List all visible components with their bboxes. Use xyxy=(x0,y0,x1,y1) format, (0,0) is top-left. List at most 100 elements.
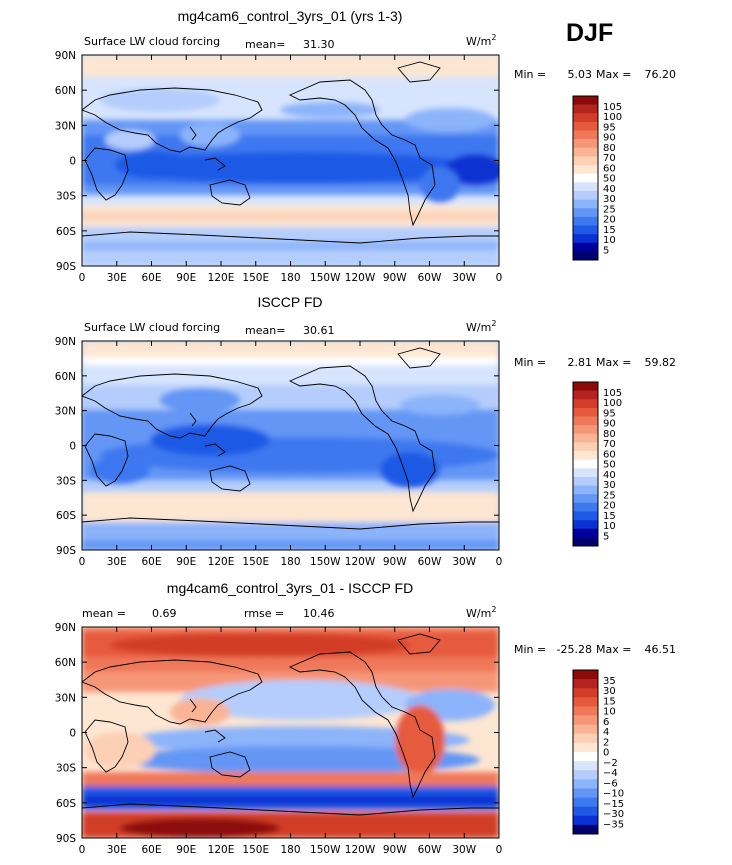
colorbar-label: 40 xyxy=(603,470,616,481)
colorbar-label: 5 xyxy=(603,245,609,256)
colorbar-swatch xyxy=(573,697,598,707)
colorbar-label: 25 xyxy=(603,490,616,501)
colorbar-label: 60 xyxy=(603,449,616,460)
x-tick-label: 150E xyxy=(242,272,269,284)
colorbar-swatch xyxy=(573,779,598,789)
colorbar-label: −6 xyxy=(603,778,618,789)
units-label: W/m2 xyxy=(466,33,496,48)
colorbar-frame xyxy=(572,669,599,835)
max-label: Max = xyxy=(596,356,631,369)
colorbar-swatch xyxy=(573,502,598,512)
colorbar-label: 95 xyxy=(603,408,616,419)
colorbar-swatch xyxy=(573,113,598,123)
y-tick-label: 60N xyxy=(55,657,76,669)
x-tick-label: 0 xyxy=(496,844,503,856)
x-tick-label: 120W xyxy=(345,844,376,856)
colorbar-label: 30 xyxy=(603,194,616,205)
colorbar-label: 90 xyxy=(603,419,616,430)
y-tick-label: 30N xyxy=(55,120,76,132)
colorbar-swatch xyxy=(573,451,598,460)
colorbar-label: 10 xyxy=(603,235,616,246)
mean-label: mean= xyxy=(245,38,285,51)
x-tick-label: 0 xyxy=(79,844,86,856)
x-tick-label: 30E xyxy=(107,844,127,856)
colorbar-label: −30 xyxy=(603,809,624,820)
colorbar-label: 80 xyxy=(603,429,616,440)
colorbar-swatch xyxy=(573,724,598,735)
colorbar-swatch xyxy=(573,688,598,698)
colorbar-swatch xyxy=(573,459,598,469)
colorbar-label: 10 xyxy=(603,707,616,718)
colorbar-swatch xyxy=(573,770,598,780)
colorbar-swatch xyxy=(573,147,598,157)
colorbar-label: 20 xyxy=(603,501,616,512)
x-tick-label: 120W xyxy=(345,272,376,284)
colorbar-swatch xyxy=(573,468,598,478)
x-tick-label: 30W xyxy=(452,272,476,284)
y-tick-label: 90N xyxy=(55,50,76,62)
coastlines xyxy=(82,347,499,530)
variable-label: Surface LW cloud forcing xyxy=(84,321,220,334)
colorbar-label: 15 xyxy=(603,696,616,707)
x-tick-label: 150W xyxy=(310,844,341,856)
colorbar-label: 105 xyxy=(603,388,622,399)
season-label: DJF xyxy=(566,19,613,47)
min-label: Min = xyxy=(514,643,546,656)
min-value: 5.03 xyxy=(568,68,593,81)
units-label: W/m2 xyxy=(466,319,496,334)
mean-value: 0.69 xyxy=(152,607,177,620)
colorbar-label: 4 xyxy=(603,727,609,738)
max-label: Max = xyxy=(596,68,631,81)
colorbar-label: −15 xyxy=(603,799,624,810)
rmse-value: 10.46 xyxy=(303,607,335,620)
mean-value: 30.61 xyxy=(303,324,335,337)
min-value: -25.28 xyxy=(557,643,592,656)
x-tick-label: 0 xyxy=(79,556,86,568)
x-tick-label: 0 xyxy=(496,556,503,568)
colorbar-swatch xyxy=(573,190,598,200)
x-tick-label: 150W xyxy=(310,272,341,284)
colorbar-label: 100 xyxy=(603,112,622,123)
colorbar-swatch xyxy=(573,130,598,140)
colorbar-label: 70 xyxy=(603,439,616,450)
colorbar-swatch xyxy=(573,511,598,521)
colorbar-swatch xyxy=(573,96,598,105)
colorbar-swatch xyxy=(573,761,598,771)
colorbar-label: −35 xyxy=(603,819,624,830)
x-tick-label: 90E xyxy=(176,556,196,568)
panel-observation: ISCCP FD Surface LW cloud forcing mean= … xyxy=(55,294,676,568)
colorbar-swatch xyxy=(573,824,598,835)
colorbar-label: 10 xyxy=(603,521,616,532)
colorbar-label: 25 xyxy=(603,204,616,215)
colorbar-swatch xyxy=(573,390,598,400)
y-tick-label: 0 xyxy=(69,441,76,453)
colorbar-swatch xyxy=(573,416,598,426)
colorbar-swatch xyxy=(573,139,598,149)
min-label: Min = xyxy=(514,356,546,369)
colorbar-swatch xyxy=(573,251,598,261)
x-tick-label: 60E xyxy=(142,556,162,568)
y-tick-label: 90S xyxy=(56,545,76,557)
colorbar-swatch xyxy=(573,182,598,192)
y-tick-label: 30S xyxy=(56,191,76,203)
y-tick-label: 60S xyxy=(56,226,76,238)
colorbar-label: 30 xyxy=(603,480,616,491)
y-tick-label: 90S xyxy=(56,833,76,845)
colorbar-label: 6 xyxy=(603,717,609,728)
colorbar-swatch xyxy=(573,797,598,807)
colorbar-swatch xyxy=(573,494,598,504)
mean-value: 31.30 xyxy=(303,38,335,51)
colorbar-swatch xyxy=(573,425,598,435)
panel-model: mg4cam6_control_3yrs_01 (yrs 1-3) Surfac… xyxy=(55,8,676,284)
panel-difference: mg4cam6_control_3yrs_01 - ISCCP FD mean … xyxy=(55,580,676,856)
x-tick-label: 60W xyxy=(418,272,442,284)
x-tick-label: 30E xyxy=(107,272,127,284)
y-tick-label: 90N xyxy=(55,622,76,634)
rmse-label: rmse = xyxy=(244,607,284,620)
y-tick-label: 0 xyxy=(69,728,76,740)
x-tick-label: 30W xyxy=(452,844,476,856)
colorbar-label: 15 xyxy=(603,511,616,522)
max-value: 46.51 xyxy=(645,643,677,656)
